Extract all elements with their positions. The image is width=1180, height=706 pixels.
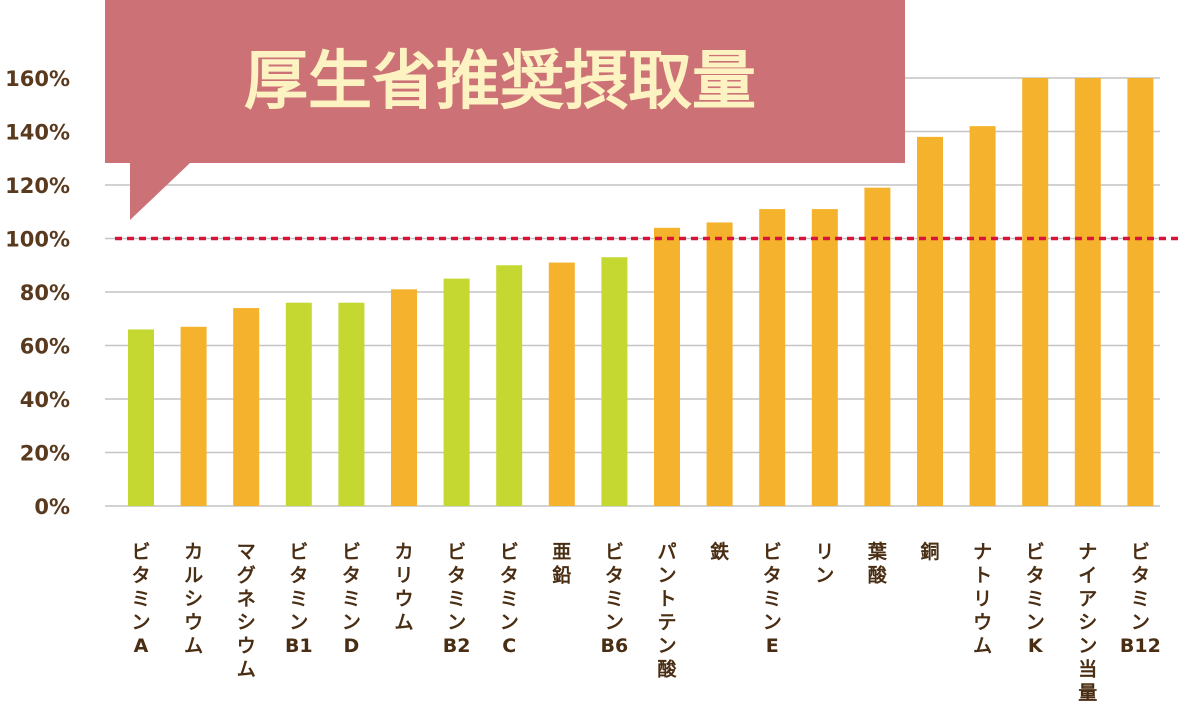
y-tick-label: 0% [34,495,70,519]
bar [443,278,470,506]
bar [1127,78,1154,506]
bar [917,136,943,506]
y-tick-label: 120% [5,174,70,198]
y-tick-label: 160% [5,67,70,91]
title-callout: 厚生省推奨摂取量 [105,0,905,220]
x-tick-label: リン [815,541,834,587]
x-axis-labels: ビタミン A カルシウム マグネシウム ビタミン B1 ビタミン D カリウム ビタミン B2 ビタミ… [131,540,1160,704]
bar [601,257,628,506]
bar [1074,78,1101,506]
bar [233,308,260,506]
x-tick-label: マグネシウム [237,541,256,681]
bar [759,209,786,506]
x-tick-label: ビタミン C [500,541,519,657]
x-tick-label: カルシウム [184,541,203,657]
x-tick-label: ビタミン A [131,541,150,657]
bar [864,187,891,507]
bar [180,326,207,506]
bar [338,302,365,506]
x-tick-label: ビタミン E [763,541,782,657]
x-tick-label: ビタミン D [342,541,361,657]
y-tick-label: 100% [5,228,70,252]
x-tick-label: ナイアシン当量 [1078,541,1097,704]
x-tick-label: ビタミン B12 [1120,541,1161,657]
chart-title: 厚生省推奨摂取量 [244,45,756,119]
y-tick-label: 140% [5,121,70,145]
title-callout-box [105,0,905,220]
bar [391,289,417,506]
x-tick-label: ビタミン B6 [601,541,629,657]
x-tick-label: パントテン酸 [657,541,677,681]
x-tick-label: ビタミン B2 [443,541,471,657]
x-tick-label: カリウム [394,541,413,634]
y-tick-label: 40% [20,388,70,412]
bar [654,227,680,507]
x-tick-label: 銅 [920,540,939,563]
y-tick-label: 20% [20,442,70,466]
y-tick-label: 60% [20,335,70,359]
x-tick-label: 鉄 [710,540,729,563]
bar [548,262,575,506]
x-tick-label: 亜鉛 [552,541,571,587]
x-tick-label: ビタミン K [1026,541,1045,657]
y-axis-ticks: 0% 20% 40% 60% 80% 100% 120% 140% 160% [5,67,70,519]
x-tick-label: 葉酸 [867,541,888,587]
bar [496,265,523,506]
x-tick-label: ナトリウム [973,541,992,657]
bar [811,209,838,506]
bar [1022,78,1049,506]
bar [128,329,154,506]
bar [969,126,996,507]
bars [128,78,1154,507]
bar [285,302,312,506]
x-tick-label: ビタミン B1 [285,541,313,657]
y-tick-label: 80% [20,281,70,305]
bar [706,222,733,506]
